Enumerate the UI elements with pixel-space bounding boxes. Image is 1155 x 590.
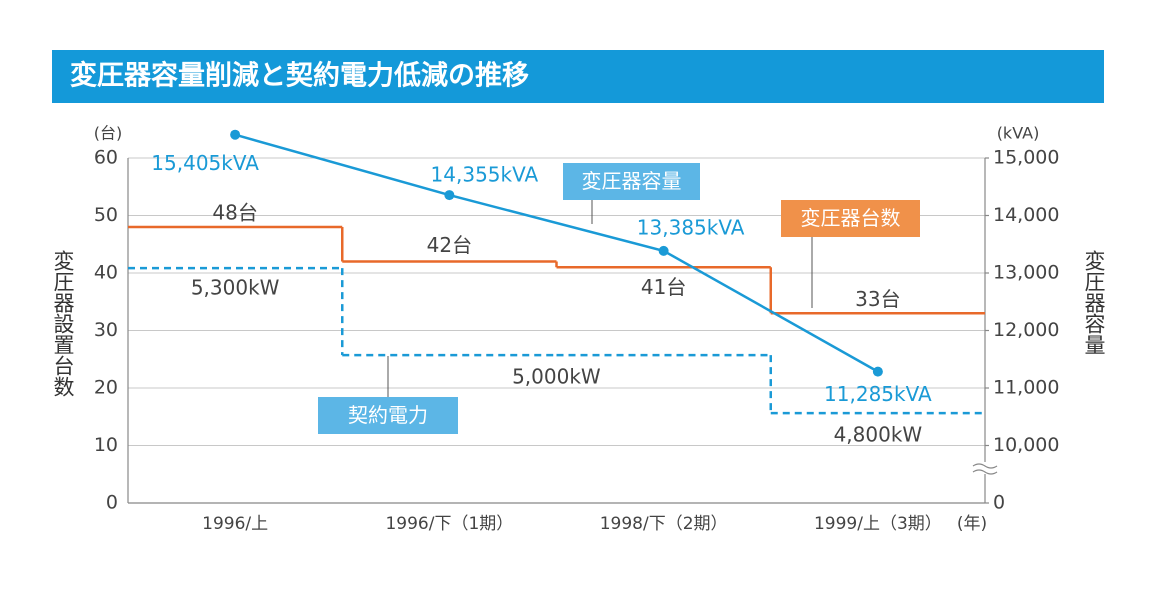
y-axis-label: 変圧器設置台数 [51, 250, 75, 397]
y2-unit: (kVA) [997, 124, 1040, 143]
value-label: 13,385kVA [637, 215, 745, 239]
y-tick-label: 10 [94, 434, 118, 456]
x-tick-label: 1999/上（3期） [814, 514, 942, 534]
point [658, 245, 669, 256]
y2-tick-label: 0 [993, 492, 1005, 514]
axis-break-mark [972, 463, 998, 475]
y-tick-label: 50 [94, 204, 118, 226]
y2-tick-label: 10,000 [993, 434, 1059, 456]
title-bar [52, 50, 1104, 103]
value-label: 5,300kW [191, 276, 280, 300]
x-tick-label: 1998/下（2期） [600, 514, 728, 534]
value-label: 15,405kVA [151, 151, 259, 175]
value-label: 33台 [855, 287, 900, 311]
value-label: 48台 [212, 201, 257, 225]
value-label: 14,355kVA [431, 163, 539, 187]
y-tick-label: 40 [94, 262, 118, 284]
legend-label: 契約電力 [348, 403, 428, 427]
y-tick-label: 30 [94, 319, 118, 341]
y-tick-label: 60 [94, 147, 118, 169]
y-tick-label: 20 [94, 377, 118, 399]
legend-label: 変圧器台数 [801, 206, 901, 230]
x-unit: (年) [957, 514, 987, 534]
value-label: 41台 [641, 275, 686, 299]
legend-box [318, 397, 458, 434]
axis-break [971, 462, 999, 474]
value-label: 4,800kW [834, 423, 923, 447]
x-tick-label: 1996/下（1期） [385, 514, 513, 534]
y2-tick-label: 12,000 [993, 319, 1059, 341]
legend-label: 変圧器容量 [582, 169, 682, 193]
y2-tick-label: 13,000 [993, 262, 1059, 284]
value-label: 42台 [427, 233, 472, 257]
point [444, 190, 455, 201]
value-label: 5,000kW [512, 365, 601, 389]
y2-tick-label: 15,000 [993, 147, 1059, 169]
chart-title: 変圧器容量削減と契約電力低減の推移 [70, 60, 529, 92]
y2-axis-label: 変圧器容量 [1082, 250, 1106, 355]
y-tick-label: 0 [106, 492, 118, 514]
x-tick-label: 1996/上 [202, 514, 268, 534]
value-label: 11,285kVA [824, 382, 932, 406]
y2-tick-label: 14,000 [993, 204, 1059, 226]
point [872, 366, 883, 377]
y2-tick-label: 11,000 [993, 377, 1059, 399]
legend-box [781, 200, 920, 237]
line [234, 133, 879, 373]
point [230, 129, 241, 140]
y-unit: (台) [94, 124, 123, 143]
legend-box [563, 163, 700, 200]
